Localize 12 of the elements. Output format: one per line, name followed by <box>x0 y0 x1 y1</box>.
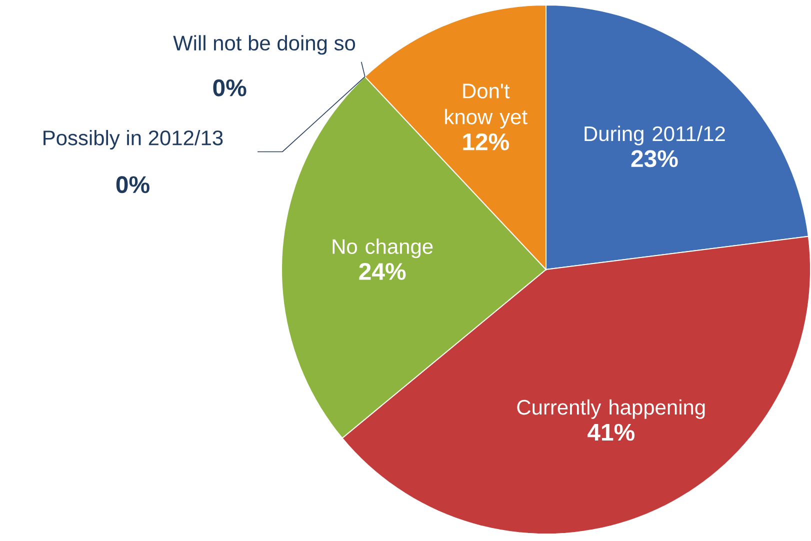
slice-label: Currently happening <box>517 399 705 419</box>
text: 0% <box>116 176 150 194</box>
data-label: 23% <box>631 150 678 168</box>
data-label: 24% <box>359 262 406 280</box>
category-label: Possibly in 2012/13 <box>44 130 223 150</box>
category-label: Will not be doing so <box>173 35 356 55</box>
slice-label: No change <box>332 238 433 258</box>
slice-label: During 2011/12 <box>584 126 725 146</box>
data-label: 12% <box>463 133 509 150</box>
data-label: 41% <box>588 424 634 441</box>
slice-label: Don't know yet <box>445 84 528 128</box>
text: 0% <box>213 79 246 96</box>
